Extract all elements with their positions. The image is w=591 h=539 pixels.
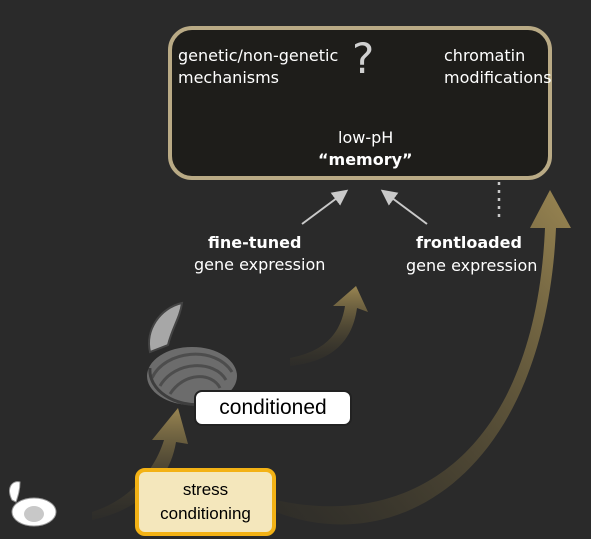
stress-label: stress bbox=[182, 480, 229, 499]
frontloaded-gene-expression: gene expression bbox=[406, 256, 538, 275]
fine-tuned-label: fine-tuned bbox=[208, 233, 302, 252]
arrow-frontloaded-to-memory bbox=[380, 189, 428, 225]
low-ph-label: low-pH bbox=[338, 128, 394, 147]
juvenile-oyster-icon bbox=[9, 481, 57, 527]
mechanisms-label-line1: genetic/non-genetic bbox=[178, 46, 339, 65]
chromatin-label-line2: modifications bbox=[444, 68, 552, 87]
memory-label: “memory” bbox=[318, 150, 413, 169]
arrow-to-conditioned bbox=[92, 408, 188, 520]
arrow-to-fine-tuned bbox=[290, 286, 368, 366]
stress-conditioning-box: stress conditioning bbox=[135, 468, 276, 536]
question-mark: ? bbox=[352, 34, 375, 83]
memory-box bbox=[168, 26, 552, 180]
long-curved-arrow bbox=[276, 190, 571, 525]
mechanisms-label-line2: mechanisms bbox=[178, 68, 280, 87]
conditioned-label: conditioned bbox=[194, 390, 352, 426]
fine-tuned-gene-expression: gene expression bbox=[194, 255, 326, 274]
frontloaded-label: frontloaded bbox=[416, 233, 522, 252]
arrow-fine-tuned-to-memory bbox=[301, 189, 349, 225]
conditioning-label: conditioning bbox=[160, 504, 251, 523]
chromatin-label-line1: chromatin bbox=[444, 46, 526, 65]
